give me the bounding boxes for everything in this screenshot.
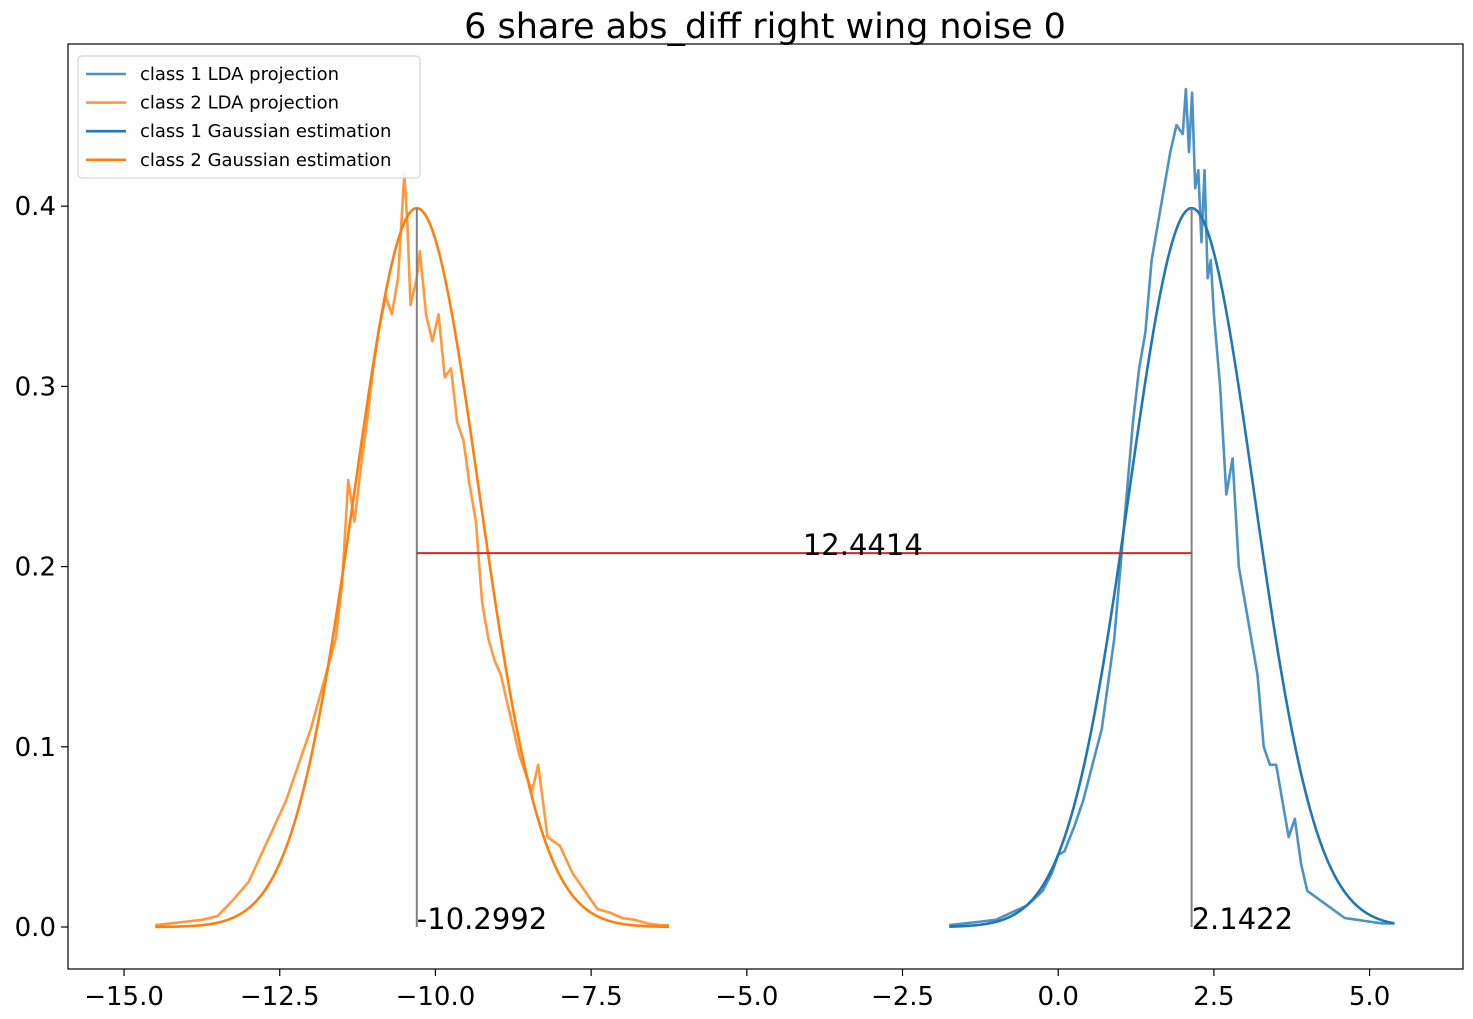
x-tick-label: −12.5	[240, 982, 320, 1012]
legend: class 1 LDA projection class 2 LDA projec…	[77, 55, 421, 179]
x-tick-label: −15.0	[84, 982, 164, 1012]
legend-label: class 2 LDA projection	[140, 93, 339, 114]
y-tick-label: 0.0	[15, 913, 56, 943]
x-tick-label: −10.0	[396, 982, 476, 1012]
x-tick-label: 5.0	[1349, 982, 1390, 1012]
chart-title: 6 share abs_diff right wing noise 0	[464, 7, 1066, 47]
x-tick-label: −2.5	[871, 982, 934, 1012]
legend-box	[77, 55, 421, 179]
y-tick-label: 0.2	[15, 553, 56, 583]
legend-label: class 1 Gaussian estimation	[140, 121, 391, 142]
series-line	[155, 206, 669, 929]
x-tick-label: −5.0	[715, 982, 778, 1012]
x-tick-label: 2.5	[1193, 982, 1234, 1012]
series-line	[949, 87, 1395, 927]
legend-label: class 2 Gaussian estimation	[140, 150, 391, 171]
x-tick-label: 0.0	[1038, 982, 1079, 1012]
annotations: -10.2992 2.1422 12.4414	[417, 528, 1293, 936]
series-line	[949, 206, 1395, 928]
annotation-label: 2.1422	[1192, 902, 1293, 936]
y-axis: 0.0 0.1 0.2 0.3 0.4	[15, 192, 68, 943]
series-line	[155, 172, 669, 927]
legend-label: class 1 LDA projection	[140, 64, 339, 85]
axes-frame	[67, 43, 1464, 970]
plot-area	[155, 87, 1395, 929]
x-tick-label: −7.5	[560, 982, 623, 1012]
y-tick-label: 0.4	[15, 192, 56, 222]
y-tick-label: 0.3	[15, 372, 56, 402]
annotation-label: -10.2992	[417, 902, 547, 936]
y-tick-label: 0.1	[15, 733, 56, 763]
x-axis: −15.0 −12.5 −10.0 −7.5 −5.0 −2.5 0.0 2.5 5.0	[84, 969, 1390, 1012]
annotation-label: 12.4414	[803, 528, 923, 562]
